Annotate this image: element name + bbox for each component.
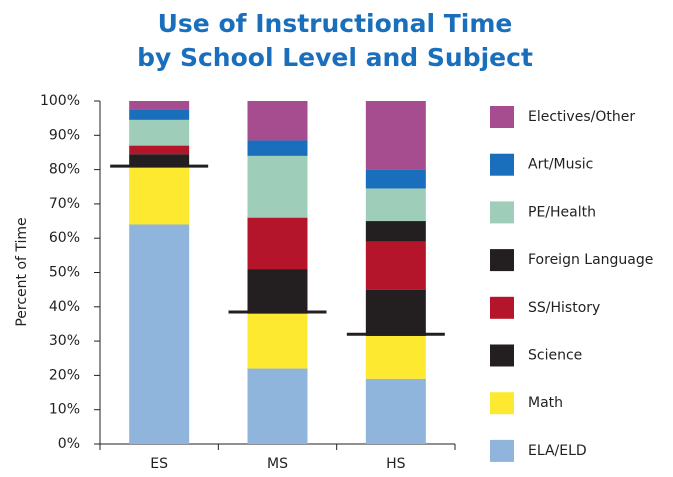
y-axis-label: Percent of Time [14, 217, 30, 326]
bar-segment [247, 217, 308, 270]
legend-label: SS/History [528, 300, 600, 316]
legend-swatch [490, 201, 514, 224]
y-tick-label: 80% [49, 162, 80, 178]
bar-segment [365, 241, 426, 290]
legend-swatch [490, 106, 514, 128]
bar-segment [129, 119, 190, 146]
bar-segment [247, 155, 308, 218]
bar-segment [247, 313, 308, 369]
bar-segment [365, 378, 426, 444]
y-tick-label: 50% [49, 265, 80, 281]
legend-swatch [490, 439, 514, 462]
legend-swatch [490, 249, 514, 272]
chart-title: by School Level and Subject [137, 43, 533, 72]
bar-segment [247, 368, 308, 444]
y-tick-label: 40% [49, 299, 80, 315]
bar-segment [365, 188, 426, 222]
bar-segment [129, 145, 190, 155]
bar-segment [129, 166, 190, 225]
x-tick-label: HS [386, 456, 406, 472]
bar-segment [365, 335, 426, 379]
x-tick-label: MS [267, 456, 288, 472]
y-tick-label: 0% [58, 436, 80, 452]
bar-segment [365, 169, 426, 189]
chart-title: Use of Instructional Time [158, 9, 513, 38]
y-tick-label: 70% [49, 196, 80, 212]
bar-segment [365, 289, 426, 336]
legend-label: Foreign Language [528, 252, 653, 268]
legend-label: Electives/Other [528, 109, 635, 125]
y-tick-label: 60% [49, 230, 80, 246]
y-tick-label: 30% [49, 333, 80, 349]
legend-swatch [490, 392, 514, 415]
x-tick-label: ES [150, 456, 168, 472]
legend-label: Math [528, 395, 563, 411]
legend-label: PE/Health [528, 204, 596, 220]
legend-label: Science [528, 348, 582, 364]
bar-segment [247, 269, 308, 314]
y-tick-label: 20% [49, 367, 80, 383]
bar-segment [365, 221, 426, 242]
legend-label: ELA/ELD [528, 443, 587, 459]
bar-segment [129, 101, 190, 110]
bar-segment [365, 101, 426, 170]
bar-segment [129, 224, 190, 444]
bar-segment [247, 140, 308, 156]
bar-segment [247, 101, 308, 141]
bar-segment [129, 154, 190, 167]
legend-swatch [490, 296, 514, 319]
legend-swatch [490, 153, 514, 176]
legend-swatch [490, 344, 514, 367]
y-tick-label: 100% [40, 93, 80, 109]
legend-label: Art/Music [528, 157, 593, 173]
y-tick-label: 10% [49, 402, 80, 418]
y-tick-label: 90% [49, 127, 80, 143]
bar-segment [129, 109, 190, 120]
